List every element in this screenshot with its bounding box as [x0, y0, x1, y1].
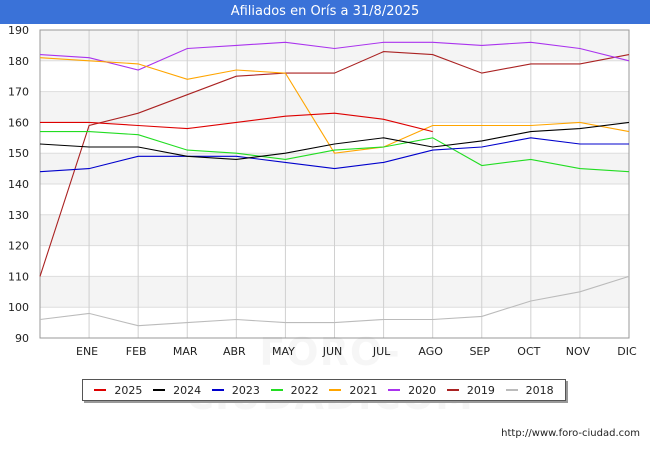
- y-tick-label: 140: [8, 178, 29, 191]
- y-tick-label: 130: [8, 209, 29, 222]
- y-tick-label: 90: [15, 332, 29, 345]
- series-line-2025: [40, 112, 433, 133]
- legend-label: 2019: [466, 383, 495, 397]
- legend-label: 2025: [114, 383, 143, 397]
- plot-frame: [39, 29, 630, 339]
- legend-item-2019: 2019: [446, 383, 495, 397]
- x-tick-label: AGO: [418, 345, 443, 358]
- legend-swatch: [505, 389, 518, 391]
- y-tick-label: 180: [8, 55, 29, 68]
- x-tick-label: DIC: [617, 345, 637, 358]
- legend-swatch: [388, 389, 401, 391]
- y-tick-label: 110: [8, 270, 29, 283]
- x-tick-label: MAR: [173, 345, 198, 358]
- x-tick-label: ABR: [223, 345, 246, 358]
- series-line-2024: [39, 121, 630, 160]
- series-line-2020: [39, 41, 630, 71]
- legend-swatch: [153, 389, 166, 391]
- legend-swatch: [446, 389, 459, 391]
- x-tick-label: NOV: [566, 345, 591, 358]
- x-tick-label: SEP: [469, 345, 490, 358]
- legend-item-2023: 2023: [211, 383, 260, 397]
- legend-item-2018: 2018: [505, 383, 554, 397]
- chart-title: Afiliados en Orís a 31/8/2025: [0, 0, 650, 24]
- legend-label: 2018: [525, 383, 554, 397]
- legend-item-2021: 2021: [329, 384, 377, 397]
- x-tick-label: JUL: [372, 345, 391, 358]
- y-tick-label: 120: [8, 240, 29, 253]
- legend-label: 2023: [231, 383, 260, 397]
- x-tick-label: JUN: [322, 345, 343, 358]
- legend-label: 2020: [408, 383, 437, 397]
- legend-swatch: [211, 389, 224, 391]
- series-line-2019: [39, 51, 630, 277]
- legend-item-2025: 2025: [94, 384, 142, 397]
- y-tick-label: 170: [8, 86, 29, 99]
- x-tick-label: OCT: [517, 345, 540, 358]
- x-tick-label: MAY: [272, 345, 295, 358]
- legend-swatch: [94, 389, 107, 391]
- legend-swatch: [329, 389, 342, 391]
- series-line-2022: [40, 131, 630, 173]
- watermark: FORO-CIUDAD.COM: [150, 330, 510, 418]
- legend-swatch: [270, 389, 283, 391]
- legend-label: 2022: [290, 383, 319, 397]
- x-tick-label: ENE: [76, 345, 98, 358]
- y-tick-label: 190: [8, 24, 29, 37]
- legend-label: 2024: [173, 383, 202, 397]
- legend-item-2024: 2024: [153, 384, 201, 397]
- source-link[interactable]: http://www.foro-ciudad.com: [501, 428, 640, 439]
- y-tick-label: 160: [8, 116, 29, 129]
- series-line-2023: [39, 137, 629, 173]
- legend-label: 2021: [349, 383, 378, 397]
- y-tick-label: 150: [8, 147, 29, 160]
- legend-item-2022: 2022: [270, 383, 319, 397]
- series-line-2018: [39, 275, 630, 327]
- chart-legend: 2025 2024 2023 2022 2021 2020 2019 2018: [82, 379, 566, 401]
- series-line-2021: [39, 57, 630, 154]
- x-tick-label: FEB: [126, 345, 147, 358]
- legend-item-2020: 2020: [388, 384, 436, 397]
- y-tick-label: 100: [8, 301, 29, 314]
